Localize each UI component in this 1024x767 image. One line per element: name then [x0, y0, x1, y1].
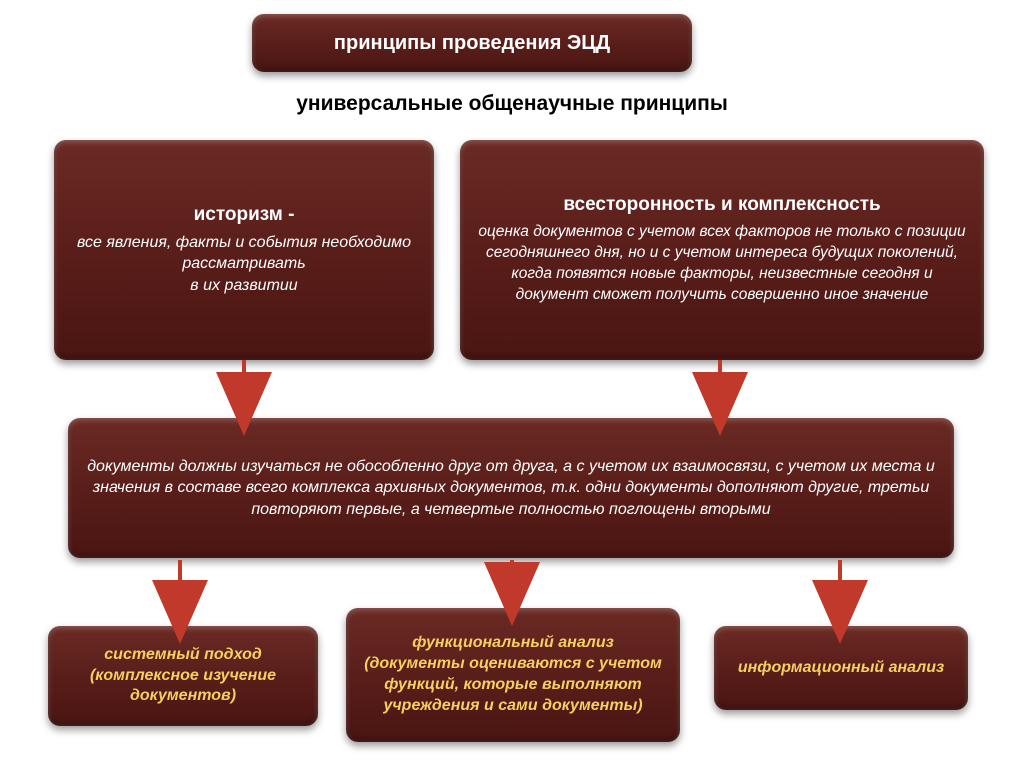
- middle-box: документы должны изучаться не обособленн…: [68, 418, 954, 558]
- comprehensive-heading: всесторонность и комплексность: [563, 194, 880, 216]
- bottom-functional-box: функциональный анализ (документы оценива…: [346, 608, 680, 742]
- bottom-systemic-box: системный подход (комплексное изучение д…: [48, 626, 318, 726]
- historism-body: все явления, факты и события необходимо …: [68, 232, 420, 297]
- bottom-functional-text: функциональный анализ (документы оценива…: [360, 633, 666, 716]
- principle-historism-box: историзм - все явления, факты и события …: [54, 140, 434, 360]
- bottom-systemic-text: системный подход (комплексное изучение д…: [62, 645, 304, 707]
- historism-heading: историзм -: [194, 204, 295, 226]
- title-box: принципы проведения ЭЦД: [252, 14, 692, 72]
- subtitle-text: универсальные общенаучные принципы: [222, 92, 802, 116]
- bottom-informational-text: информационный анализ: [738, 658, 944, 679]
- bottom-informational-box: информационный анализ: [714, 626, 968, 710]
- comprehensive-body: оценка документов с учетом всех факторов…: [474, 222, 970, 306]
- middle-body: документы должны изучаться не обособленн…: [82, 456, 940, 521]
- principle-comprehensive-box: всесторонность и комплексность оценка до…: [460, 140, 984, 360]
- title-text: принципы проведения ЭЦД: [334, 32, 610, 55]
